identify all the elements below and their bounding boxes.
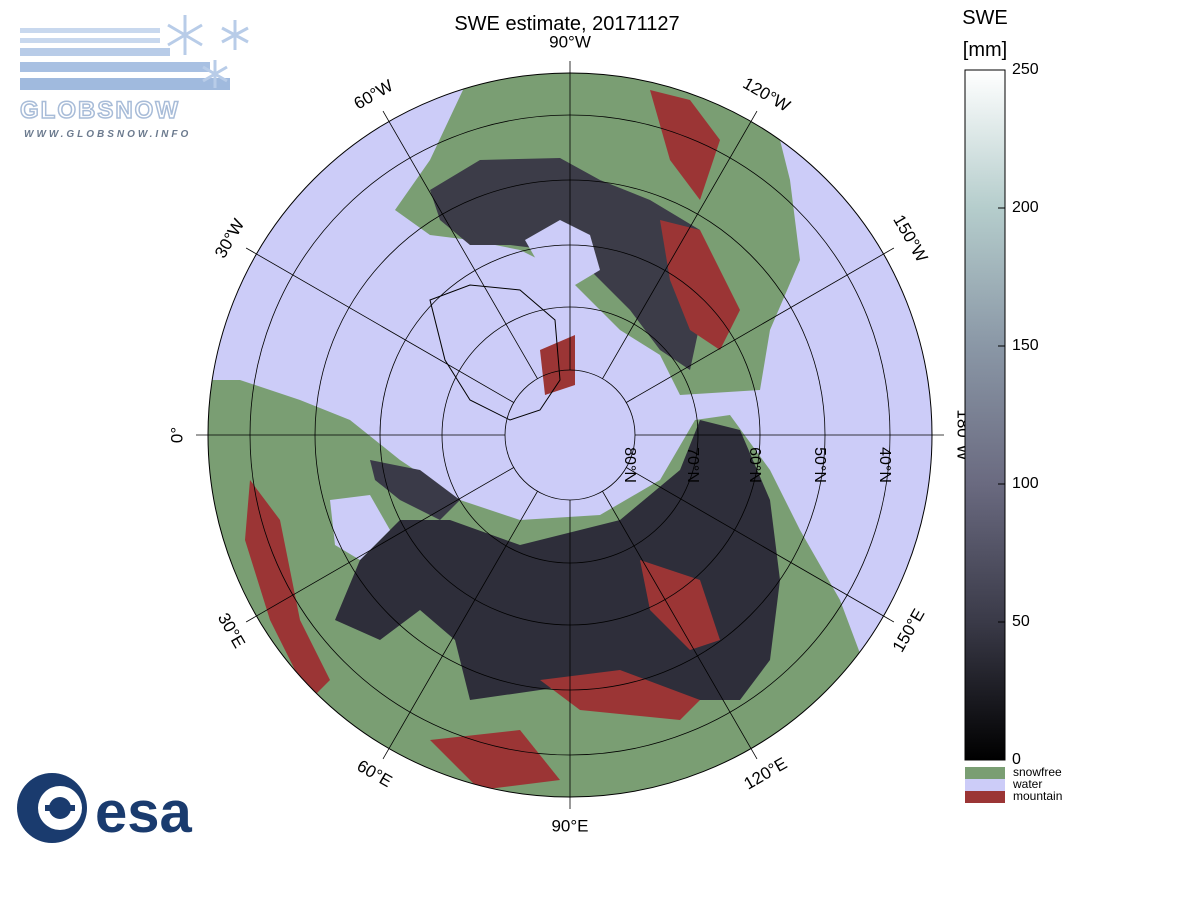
meridian [382, 110, 538, 379]
colorbar-tick-label: 200 [1012, 199, 1039, 216]
snow-eurasia [335, 420, 780, 700]
legend-swatch [965, 779, 1005, 791]
meridian [245, 247, 514, 403]
meridian-label: 150°W [889, 212, 931, 266]
mountains [245, 90, 740, 790]
snow-scandinavia [370, 460, 460, 520]
colorbar-tick-label: 50 [1012, 613, 1030, 630]
meridian-label: 150°E [889, 606, 929, 656]
logo-name: GLOBSNOW [20, 97, 180, 124]
colorbar-tick-label: 150 [1012, 337, 1039, 354]
meridian-label: 60°W [351, 76, 397, 113]
globsnow-logo: GLOBSNOW WWW.GLOBSNOW.INFO [19, 15, 249, 140]
meridian-label: 0° [167, 427, 186, 443]
legend-label: water [1012, 777, 1042, 791]
title: SWE estimate, 20171127 [454, 13, 679, 35]
meridian [602, 110, 758, 379]
meridian-label: 120°W [740, 74, 794, 116]
colorbar-tick-label: 0 [1012, 751, 1021, 768]
meridian [626, 467, 895, 623]
colorbar-tick-label: 100 [1012, 475, 1039, 492]
greenland-outline [429, 284, 561, 421]
meridian-label: 90°E [551, 816, 588, 835]
parallel-label: 80°N [621, 447, 638, 483]
map [208, 73, 932, 797]
colorbar-unit: [mm] [963, 39, 1007, 61]
meridian-label: 60°E [354, 756, 396, 791]
legend-swatch [965, 767, 1005, 779]
meridian-label: 30°E [214, 610, 249, 652]
esa-logo: esa [17, 773, 193, 845]
logo-url: WWW.GLOBSNOW.INFO [24, 129, 191, 140]
parallel-label: 60°N [746, 447, 763, 483]
meridian [602, 491, 758, 760]
parallel-label: 70°N [684, 447, 701, 483]
legend-label: snowfree [1013, 765, 1062, 779]
meridian [245, 467, 514, 623]
colorbar [964, 69, 1006, 761]
meridian-label: 90°W [549, 32, 591, 51]
colorbar-tick-label: 250 [1012, 61, 1039, 78]
snow-north-america [430, 158, 705, 370]
meridian [626, 247, 895, 403]
parallel-label: 50°N [811, 447, 828, 483]
legend-label: mountain [1013, 789, 1062, 803]
baltic [330, 495, 390, 560]
meridian [382, 491, 538, 760]
meridian-label: 120°E [741, 754, 791, 794]
parallel-label: 40°N [876, 447, 893, 483]
esa-text: esa [95, 780, 193, 845]
hudson-bay [525, 220, 600, 285]
legend-swatch [965, 791, 1005, 803]
colorbar-ticks: 0 50 100 150 200 250 [998, 61, 1039, 768]
colorbar-title: SWE [962, 7, 1008, 29]
meridian-label: 30°W [211, 216, 248, 262]
